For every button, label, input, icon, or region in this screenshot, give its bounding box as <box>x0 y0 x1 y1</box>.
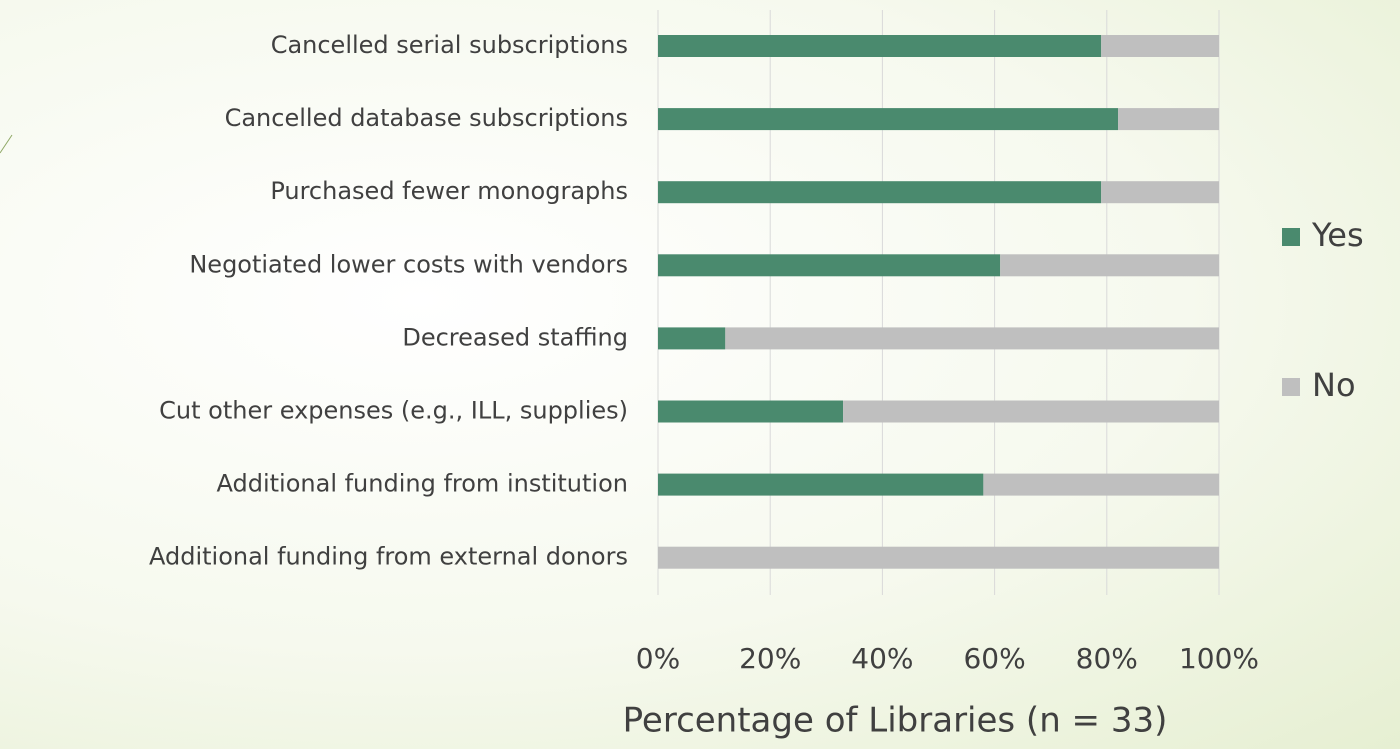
legend-swatch <box>1282 228 1300 246</box>
decor-line <box>0 134 13 154</box>
legend-label: No <box>1312 366 1356 404</box>
x-tick-label: 20% <box>739 642 801 675</box>
bar-segment <box>1118 108 1219 131</box>
bar-segment <box>658 254 1001 277</box>
x-tick-label: 100% <box>1179 642 1259 675</box>
bar-segment <box>658 181 1102 204</box>
x-tick-label: 40% <box>851 642 913 675</box>
bar-segment <box>1101 181 1219 204</box>
y-tick-label: Additional funding from external donors <box>149 543 628 571</box>
y-tick-label: Additional funding from institution <box>217 470 629 498</box>
y-tick-label: Decreased staffing <box>402 323 628 351</box>
bar-segment <box>658 400 844 423</box>
x-tick-label: 60% <box>963 642 1025 675</box>
bar-segment <box>658 473 984 496</box>
legend-swatch <box>1282 378 1300 396</box>
legend-label: Yes <box>1311 216 1364 254</box>
y-tick-label: Cancelled serial subscriptions <box>271 31 628 59</box>
y-tick-label: Cut other expenses (e.g., ILL, supplies) <box>159 397 628 425</box>
y-tick-label: Negotiated lower costs with vendors <box>189 250 628 278</box>
bar-segment <box>843 400 1219 423</box>
y-tick-label: Purchased fewer monographs <box>270 177 628 205</box>
bar-segment <box>1000 254 1219 277</box>
bar-segment <box>658 327 726 350</box>
bar-segment <box>983 473 1219 496</box>
x-tick-label: 80% <box>1076 642 1138 675</box>
x-tick-label: 0% <box>636 642 680 675</box>
bar-segment <box>1101 35 1219 57</box>
x-axis-title: Percentage of Libraries (n = 33) <box>623 701 1168 741</box>
bar-segment <box>658 35 1102 57</box>
bar-segment <box>725 327 1219 350</box>
y-tick-label: Cancelled database subscriptions <box>225 104 628 132</box>
bar-segment <box>658 108 1119 131</box>
bar-segment <box>658 546 1219 569</box>
